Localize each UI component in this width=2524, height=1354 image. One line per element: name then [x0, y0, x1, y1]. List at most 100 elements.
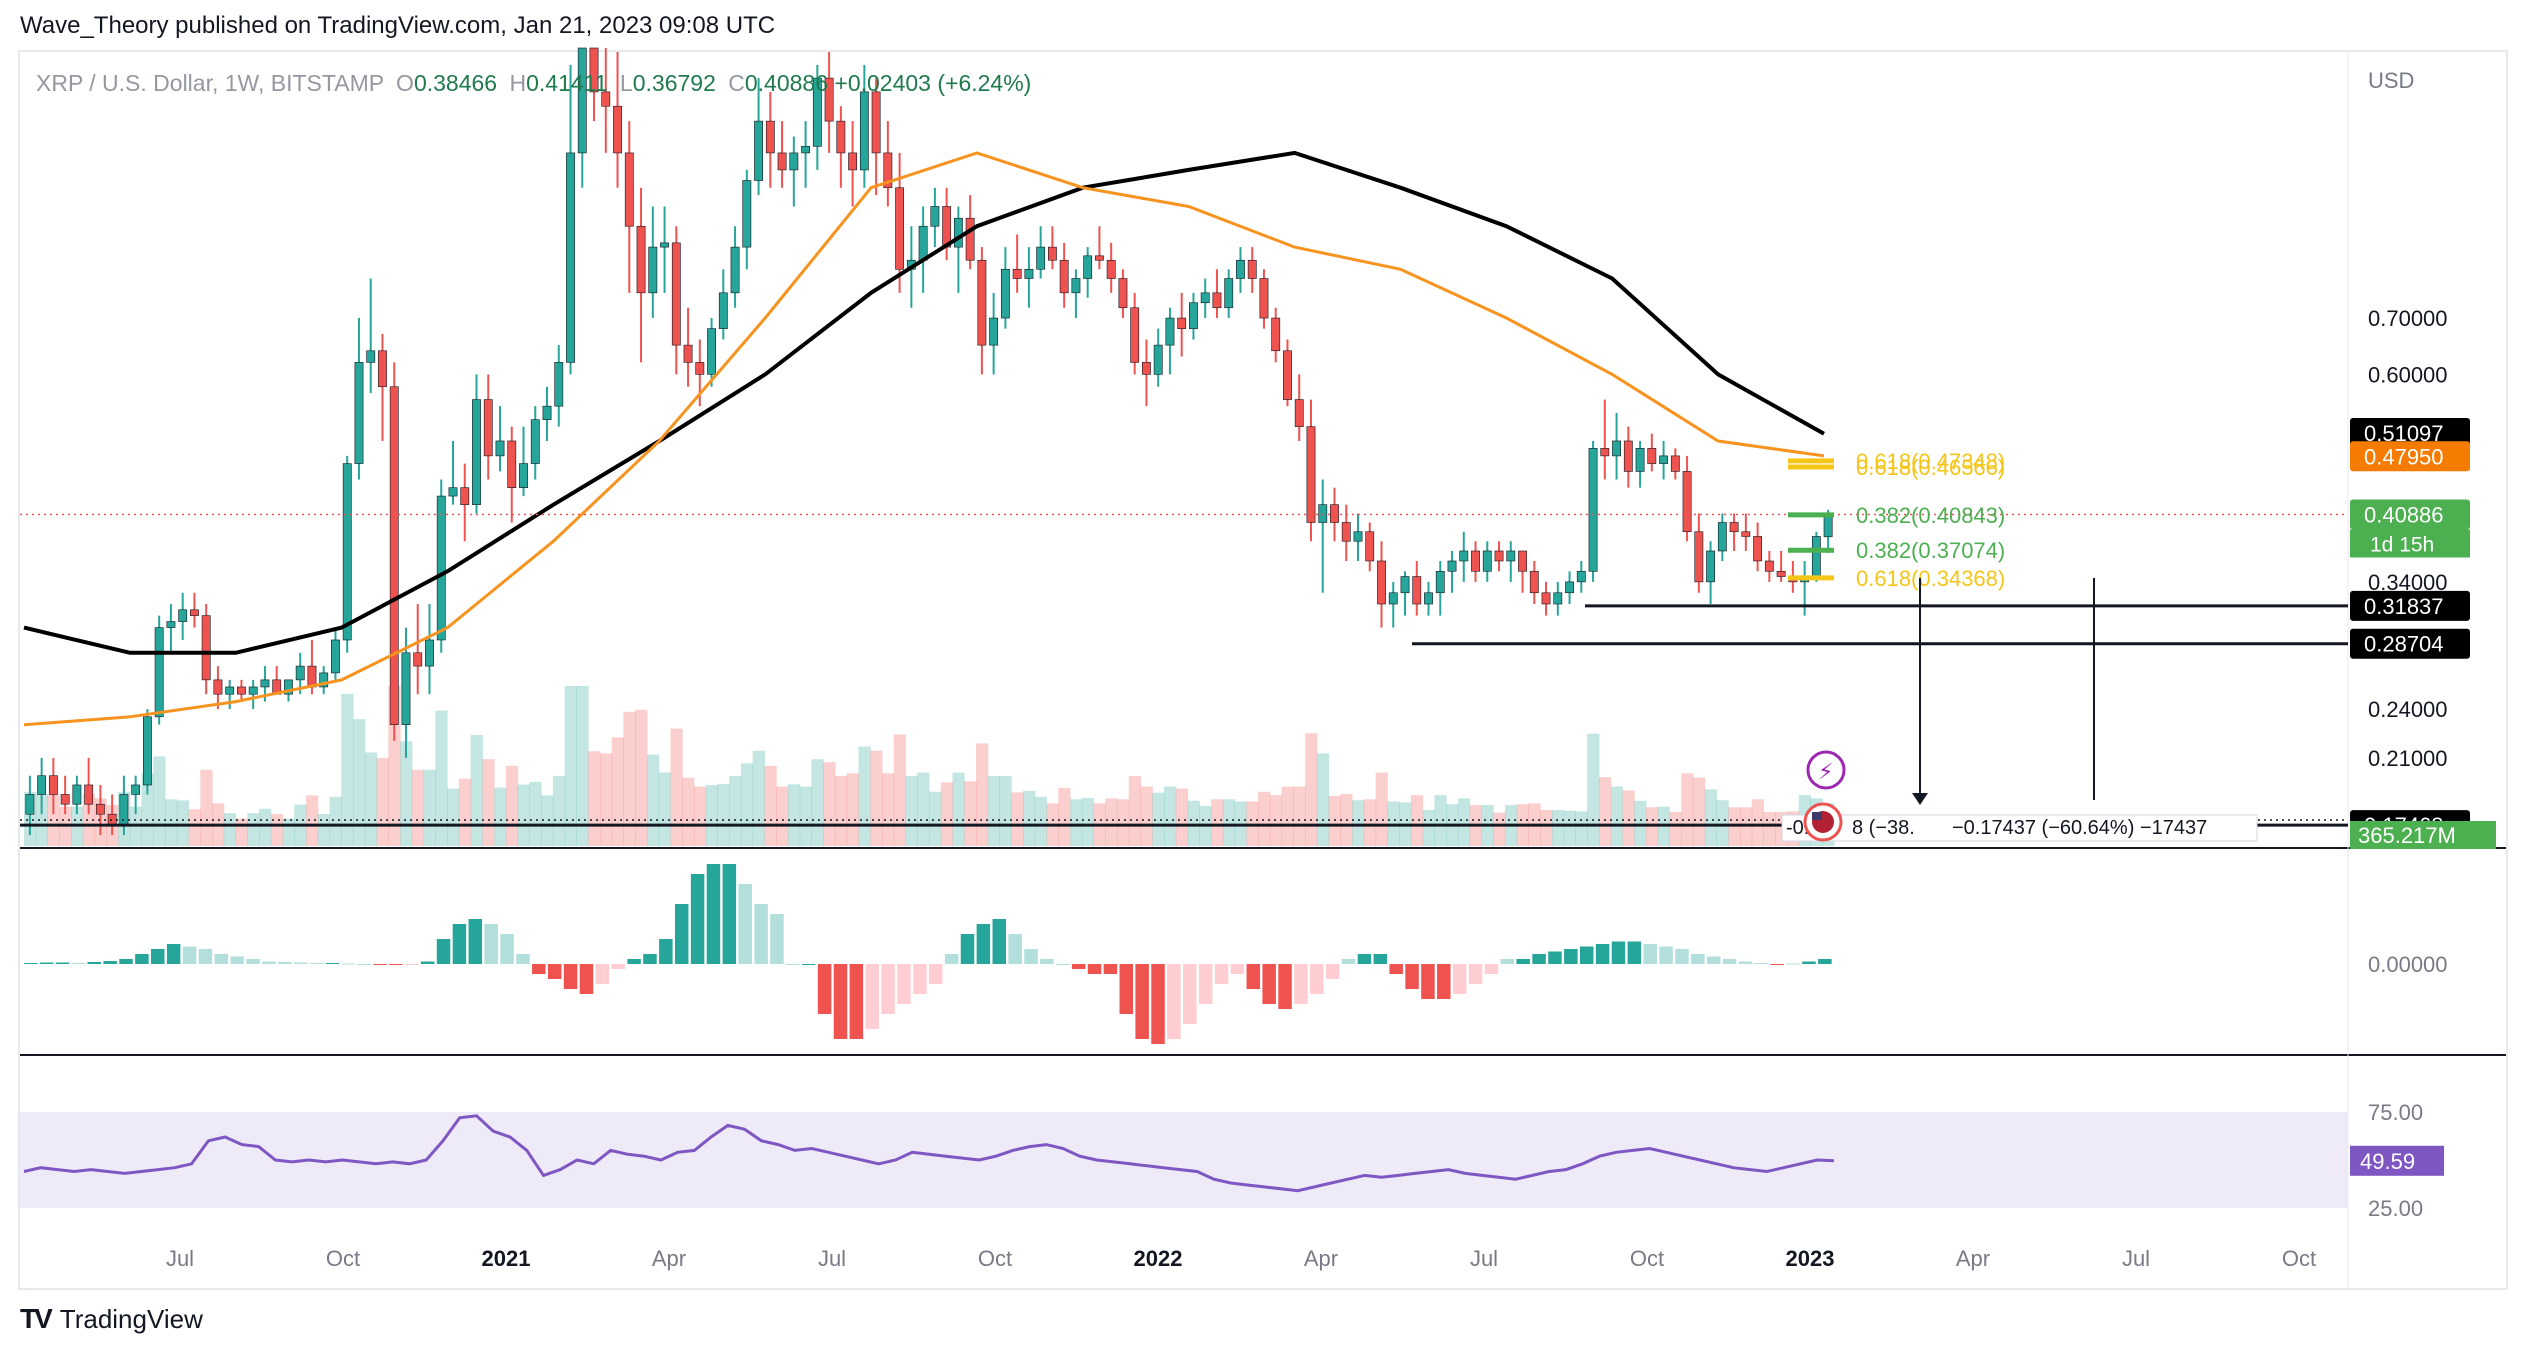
macd-histogram-bar [103, 961, 117, 964]
macd-histogram-bar [722, 864, 737, 964]
macd-histogram-bar [1675, 949, 1689, 964]
candle-body [859, 91, 869, 171]
candle-body [1189, 302, 1198, 329]
candle-body [495, 440, 505, 457]
volume-bar [1175, 788, 1189, 846]
x-tick-label: Oct [2282, 1246, 2316, 1271]
volume-bar [1281, 786, 1294, 846]
candle-body [824, 77, 834, 122]
candle-body [1130, 307, 1140, 363]
candles [25, 47, 1833, 836]
macd-histogram-bar [611, 964, 625, 969]
volume-bar [611, 737, 624, 846]
candle-body [248, 686, 258, 695]
candle-body [577, 47, 587, 154]
macd-histogram-bar [1437, 964, 1451, 999]
volume-bar [1128, 775, 1142, 846]
macd-histogram-bar [1754, 963, 1769, 964]
macd-histogram-bar [39, 962, 54, 964]
volume-bar [470, 734, 483, 846]
volume-bar [834, 775, 848, 846]
candle-body [154, 627, 164, 718]
candle-body [1435, 570, 1445, 594]
macd-histogram-bar [1786, 963, 1800, 965]
candle-body [718, 292, 728, 329]
x-tick-label: 2021 [482, 1246, 531, 1271]
candle-body [448, 487, 458, 497]
candle-body [295, 665, 305, 681]
candle-body [1212, 292, 1222, 309]
candle-body [683, 344, 693, 363]
publisher-line: Wave_Theory published on TradingView.com… [20, 12, 776, 39]
volume-bar [1105, 798, 1118, 846]
candle-body [624, 152, 634, 227]
dividend-event-icon[interactable] [1806, 750, 1846, 790]
macd-histogram-bar [897, 964, 911, 1004]
fib-label: 0.618(0.34368) [1856, 566, 2005, 591]
volume-area [24, 686, 1835, 846]
volume-bar [1716, 800, 1729, 846]
macd-histogram-bar [420, 961, 435, 964]
candle-body [1670, 455, 1680, 472]
macd-histogram-bar [1548, 951, 1562, 964]
volume-bar [599, 753, 613, 846]
macd-histogram-bar [500, 934, 514, 964]
macd-histogram-bar [913, 964, 927, 994]
volume-bar [776, 786, 789, 846]
volume-bar [200, 769, 213, 846]
candle-body [1377, 560, 1386, 605]
macd-histogram-bar [1611, 941, 1626, 964]
macd-histogram-bar [230, 956, 244, 964]
volume-bar [1751, 799, 1764, 846]
volume-bar [247, 813, 260, 846]
macd-histogram-bar [1103, 964, 1118, 974]
volume-bar [987, 775, 1001, 846]
macd-histogram-bar [563, 964, 578, 989]
y-tick-label: 0.24000 [2368, 697, 2448, 722]
volume-bar [1434, 795, 1447, 846]
candle-body [1365, 531, 1375, 562]
candle-body [131, 784, 141, 795]
candle-body [1106, 259, 1116, 279]
candle-body [789, 152, 799, 171]
macd-histogram-bar [1008, 934, 1022, 964]
open-label: O [396, 70, 414, 96]
volume-bar [1081, 797, 1095, 846]
candle-body [1764, 560, 1774, 572]
volume-bar [870, 750, 883, 846]
candle-body [1811, 536, 1821, 577]
macd-histogram-bar [1818, 959, 1832, 964]
macd-histogram-bar [659, 939, 673, 964]
candle-body [777, 152, 787, 171]
tradingview-logo[interactable]: TV TradingView [20, 1303, 203, 1335]
macd-histogram-bar [357, 964, 371, 965]
candle-body [1529, 570, 1539, 594]
change-value: +0.02403 (+6.24%) [834, 70, 1032, 96]
volume-bar [282, 818, 295, 846]
countdown-box [2350, 529, 2470, 558]
candle-body [895, 187, 905, 270]
volume-bar [658, 772, 671, 846]
volume-bar [693, 786, 707, 846]
volume-bar [447, 788, 460, 846]
x-tick-label: 2023 [1786, 1246, 1835, 1271]
candle-body [1318, 504, 1328, 523]
macd-histogram-bar [1357, 954, 1372, 964]
close-value: 0.40886 [744, 70, 829, 96]
candle-body [566, 152, 575, 363]
fib-label: 0.382(0.40843) [1856, 503, 2005, 528]
x-tick-label: Oct [1630, 1246, 1664, 1271]
volume-bar [270, 813, 284, 846]
volume-bar [1293, 786, 1306, 846]
candle-body [107, 813, 117, 825]
candle-body [1565, 581, 1574, 594]
volume-bar [1457, 798, 1471, 846]
macd-histogram-bar [1691, 954, 1705, 964]
candle-body [483, 399, 493, 457]
macd-histogram-bar [262, 961, 276, 964]
macd-histogram-bar [516, 954, 530, 964]
price-labels: 0.510970.479500.408860.318370.287040.174… [2350, 418, 2496, 1176]
candle-body [1682, 471, 1692, 533]
candle-body [671, 242, 681, 346]
